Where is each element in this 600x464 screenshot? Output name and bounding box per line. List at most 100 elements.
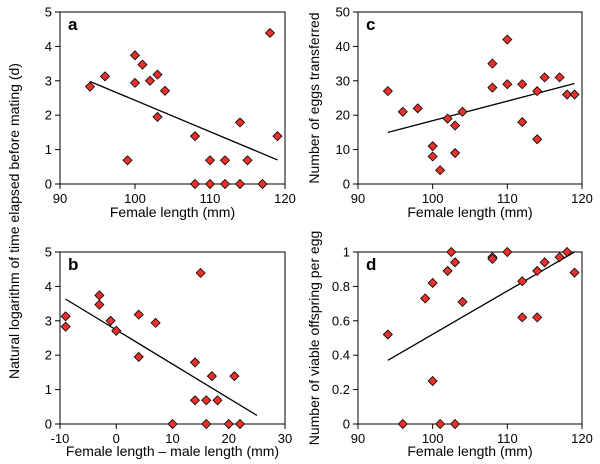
data-point: [382, 329, 393, 340]
data-point: [189, 357, 201, 368]
data-point: [206, 371, 217, 382]
data-point: [457, 106, 468, 117]
data-point: [427, 151, 438, 162]
data-point: [502, 246, 513, 258]
data-point: [84, 81, 96, 92]
data-point: [562, 89, 573, 100]
data-point: [223, 418, 234, 430]
y-tick-label: 4: [45, 39, 52, 54]
x-tick-label: 110: [497, 191, 518, 206]
data-point: [234, 178, 246, 190]
data-point: [427, 277, 438, 289]
plot-frame: [357, 251, 583, 425]
data-point: [569, 89, 580, 100]
data-point: [105, 315, 116, 326]
x-tick-label: 120: [571, 431, 593, 446]
data-point: [532, 265, 543, 276]
data-point: [242, 155, 253, 166]
x-axis-label: Female length (mm): [407, 443, 532, 459]
y-tick-label: 0: [45, 177, 52, 192]
y-tick-label: 2: [45, 348, 52, 363]
y-tick-label: 0: [343, 417, 350, 432]
y-tick-label: 1: [45, 382, 52, 397]
data-point: [189, 131, 201, 142]
data-point: [517, 312, 528, 323]
x-tick-label: 90: [351, 191, 365, 206]
data-point: [502, 79, 513, 90]
data-point: [487, 58, 498, 69]
data-point: [446, 246, 457, 258]
data-point: [397, 106, 408, 117]
data-point: [532, 312, 543, 323]
y-tick-label: 0: [343, 177, 350, 192]
data-point: [487, 253, 498, 264]
data-point: [272, 131, 283, 142]
x-tick-label: 120: [274, 191, 296, 206]
y-axis-label: Number of eggs transferred: [306, 12, 322, 183]
plot-frame: [357, 11, 583, 185]
data-point: [502, 34, 513, 45]
x-tick-label: 100: [422, 431, 444, 446]
x-tick-label: 30: [278, 431, 292, 446]
data-point: [442, 265, 453, 276]
y-tick-label: 5: [45, 5, 52, 20]
panel-letter: c: [366, 15, 375, 34]
data-point: [60, 321, 71, 332]
data-point: [412, 103, 423, 114]
y-tick-label: 2: [45, 108, 52, 123]
data-point: [201, 418, 212, 430]
x-tick-label: 90: [53, 191, 67, 206]
data-point: [562, 246, 573, 258]
data-point: [435, 418, 446, 430]
y-tick-label: 10: [336, 142, 350, 157]
data-point: [201, 395, 212, 406]
data-point: [129, 77, 141, 88]
x-tick-label: 110: [497, 431, 518, 446]
data-point: [167, 418, 178, 430]
data-point: [99, 71, 111, 82]
x-tick-label: 110: [200, 191, 221, 206]
y-tick-label: 40: [336, 39, 350, 54]
data-point: [397, 418, 408, 430]
data-point: [219, 178, 231, 190]
data-point: [427, 375, 438, 387]
data-point: [450, 418, 461, 430]
panel-c: 90 100 110 120 0 10 20 30 40 50 c Female length (mm…: [306, 5, 593, 221]
data-point: [532, 86, 543, 97]
data-point: [204, 155, 216, 166]
plot-frame: [59, 11, 286, 185]
data-point: [152, 69, 163, 80]
x-axis-label: Female length – male length (mm): [66, 443, 279, 459]
data-point: [159, 85, 171, 96]
y-tick-label: 20: [336, 108, 350, 123]
data-point: [150, 317, 161, 328]
panel-letter: b: [68, 255, 78, 274]
y-tick-label: 1: [343, 245, 350, 260]
data-point: [204, 178, 216, 190]
y-tick-label: 0.8: [332, 279, 350, 294]
data-point: [457, 296, 468, 307]
panel-letter: a: [68, 15, 78, 34]
panel-letter: d: [366, 255, 376, 274]
trend-line: [89, 80, 278, 161]
data-point: [219, 155, 231, 166]
data-point: [257, 178, 268, 190]
plot-frame: [59, 251, 286, 425]
panel-d: 90 100 110 120 0 0.2 0.4 0.6 0.8 1 d Female length …: [306, 231, 593, 459]
y-tick-label: 1: [45, 142, 52, 157]
y-tick-label: 50: [336, 5, 350, 20]
data-point: [554, 252, 565, 263]
x-tick-label: 90: [351, 431, 365, 446]
data-point: [144, 75, 156, 86]
y-tick-label: 0.4: [332, 348, 350, 363]
data-point: [133, 351, 144, 362]
data-point: [539, 257, 550, 268]
y-tick-label: 4: [45, 279, 52, 294]
data-point: [212, 395, 223, 406]
data-point: [264, 27, 276, 39]
data-point: [129, 50, 141, 61]
data-point: [94, 299, 105, 310]
x-tick-label: 0: [113, 431, 120, 446]
data-point: [532, 134, 543, 145]
